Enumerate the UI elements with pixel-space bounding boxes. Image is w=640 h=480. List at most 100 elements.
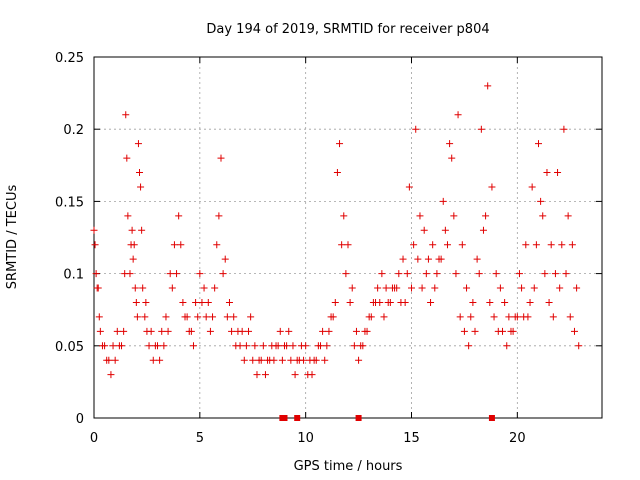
data-point [566,313,574,321]
data-point [405,183,413,191]
data-point [416,212,424,220]
data-point [107,371,115,379]
data-point [312,356,320,364]
data-point [333,169,341,177]
data-point [170,241,178,249]
data-point [535,140,542,148]
data-point [316,342,324,350]
data-point [93,284,101,292]
data-point [475,270,483,278]
x-tick-label: 5 [196,431,204,446]
data-point [122,111,130,119]
data-point [469,298,477,306]
data-point [276,327,284,335]
data-point [300,356,308,364]
data-point [465,342,473,350]
y-tick-label: 0.05 [55,340,84,355]
axis-layer: 0 0.05 0.1 0.15 0.2 0.25 0 5 10 15 20 [55,51,602,446]
data-point [127,241,135,249]
data-point [253,371,261,379]
data-point [541,270,549,278]
data-point [549,313,557,321]
data-point [359,342,367,350]
data-point [245,327,253,335]
data-point [142,298,150,306]
data-point [342,270,350,278]
data-point [247,313,255,321]
data-point [129,255,137,263]
data-point [503,342,511,350]
data-point [414,255,422,263]
data-point [198,298,206,306]
data-point [378,270,386,278]
data-point [399,255,407,263]
data-point [408,284,415,292]
data-point [490,313,498,321]
data-point [532,241,540,249]
data-point [537,197,545,205]
data-point [367,313,375,321]
x-tick-label: 0 [90,431,98,446]
data-point [435,255,443,263]
data-point [350,342,358,350]
data-point [204,298,212,306]
data-point [175,212,183,220]
data-point [443,241,451,249]
data-point [573,284,581,292]
data-point [134,140,142,148]
data-point [488,183,496,191]
data-point [196,270,204,278]
data-point [113,327,121,335]
data-point [287,356,295,364]
data-point [454,111,462,119]
data-point [331,298,339,306]
data-point [321,356,329,364]
chart-title: Day 194 of 2019, SRMTID for receiver p80… [206,22,489,37]
data-point [484,82,492,90]
data-point [486,298,494,306]
data-point [336,140,344,148]
data-point [518,284,526,292]
data-point [338,241,346,249]
data-point [515,270,523,278]
data-point [448,154,456,162]
data-point [98,342,106,350]
data-point [340,212,348,220]
data-point [545,298,553,306]
data-point [225,298,233,306]
data-point [221,255,229,263]
data-point [348,284,356,292]
data-point [120,327,128,335]
data-point [575,342,583,350]
y-tick-label: 0.1 [63,268,84,283]
data-point [251,342,259,350]
data-point [164,327,172,335]
data-point [160,342,168,350]
data-point [156,356,164,364]
data-point [200,284,208,292]
data-point [352,327,360,335]
data-point [393,284,401,292]
data-point [556,284,564,292]
data-point [528,183,536,191]
data-point [209,313,217,321]
baseline-marker [294,415,301,421]
data-point [139,284,147,292]
data-point [427,298,435,306]
data-point [90,226,98,234]
data-point [95,313,103,321]
data-point [429,241,437,249]
data-point [308,371,316,379]
data-point [145,342,153,350]
data-point [560,125,568,133]
data-point [158,327,166,335]
data-point [319,327,327,335]
data-point [274,342,282,350]
data-point [543,169,551,177]
data-point [259,342,267,350]
data-point [166,270,174,278]
data-point [236,342,244,350]
data-point [291,371,299,379]
y-tick-label: 0.15 [55,195,84,210]
